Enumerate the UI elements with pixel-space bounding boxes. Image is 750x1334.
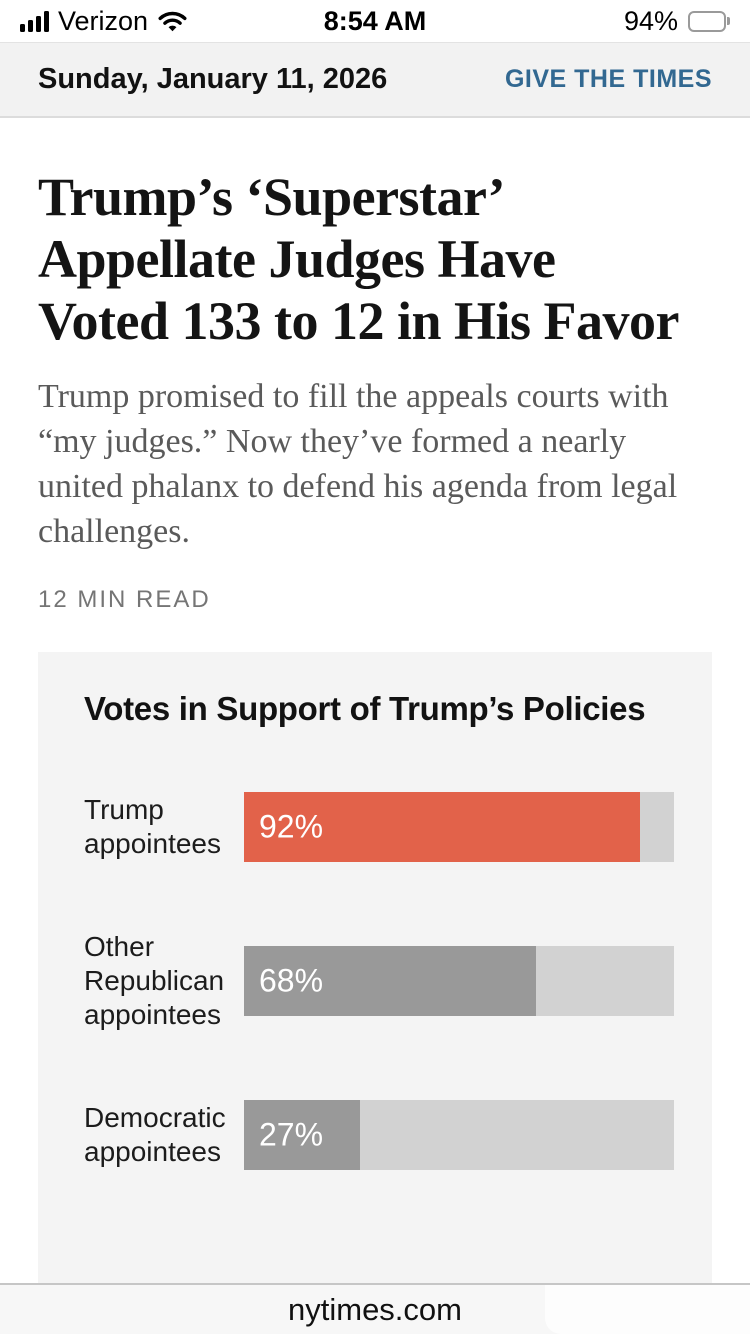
- bar-track: 27%: [244, 1100, 674, 1170]
- site-header: Sunday, January 11, 2026 GIVE THE TIMES: [0, 42, 750, 118]
- bar-value-label: 68%: [259, 962, 324, 999]
- article: Trump’s ‘Superstar’ Appellate Judges Have…: [0, 166, 750, 1310]
- read-time-label: 12 MIN READ: [38, 586, 211, 613]
- bar-fill: 68%: [244, 946, 537, 1016]
- bar-row: Other Republican appointees 68%: [84, 930, 674, 1032]
- cellular-signal-icon: [20, 10, 49, 32]
- bar-track: 68%: [244, 946, 674, 1016]
- bar-row: Trump appointees 92%: [84, 792, 674, 862]
- browser-bottom-bar: nytimes.com: [0, 1283, 750, 1334]
- carrier-label: Verizon: [58, 5, 149, 36]
- bar-chart: Votes in Support of Trump’s Policies Tru…: [38, 652, 712, 1310]
- bar-value-label: 92%: [259, 808, 324, 845]
- footer-highlight: [545, 1285, 750, 1334]
- bar-value-label: 27%: [259, 1116, 324, 1153]
- battery-icon: [688, 10, 730, 32]
- bar-fill: 92%: [244, 792, 640, 862]
- site-url-label[interactable]: nytimes.com: [288, 1291, 462, 1327]
- chart-rows: Trump appointees 92% Other Republican ap…: [84, 792, 674, 1170]
- chart-title: Votes in Support of Trump’s Policies: [84, 690, 646, 727]
- bar-label: Democratic appointees: [84, 1102, 226, 1167]
- bar-label: Other Republican appointees: [84, 931, 225, 1030]
- give-the-times-link[interactable]: GIVE THE TIMES: [504, 65, 712, 93]
- status-time: 8:54 AM: [323, 5, 427, 36]
- bar-track: 92%: [244, 792, 674, 862]
- battery-percent-label: 94%: [623, 5, 678, 36]
- status-bar: Verizon 8:54 AM 94%: [0, 0, 750, 42]
- article-summary: Trump promised to fill the appeals court…: [38, 378, 678, 550]
- status-left: Verizon: [20, 6, 188, 37]
- article-headline: Trump’s ‘Superstar’ Appellate Judges Have…: [38, 167, 680, 351]
- bar-row: Democratic appointees 27%: [84, 1100, 674, 1170]
- status-right: 94%: [624, 6, 730, 37]
- wifi-icon: [157, 10, 188, 33]
- bar-fill: 27%: [244, 1100, 361, 1170]
- bar-label: Trump appointees: [84, 794, 222, 859]
- date-label: Sunday, January 11, 2026: [38, 63, 388, 95]
